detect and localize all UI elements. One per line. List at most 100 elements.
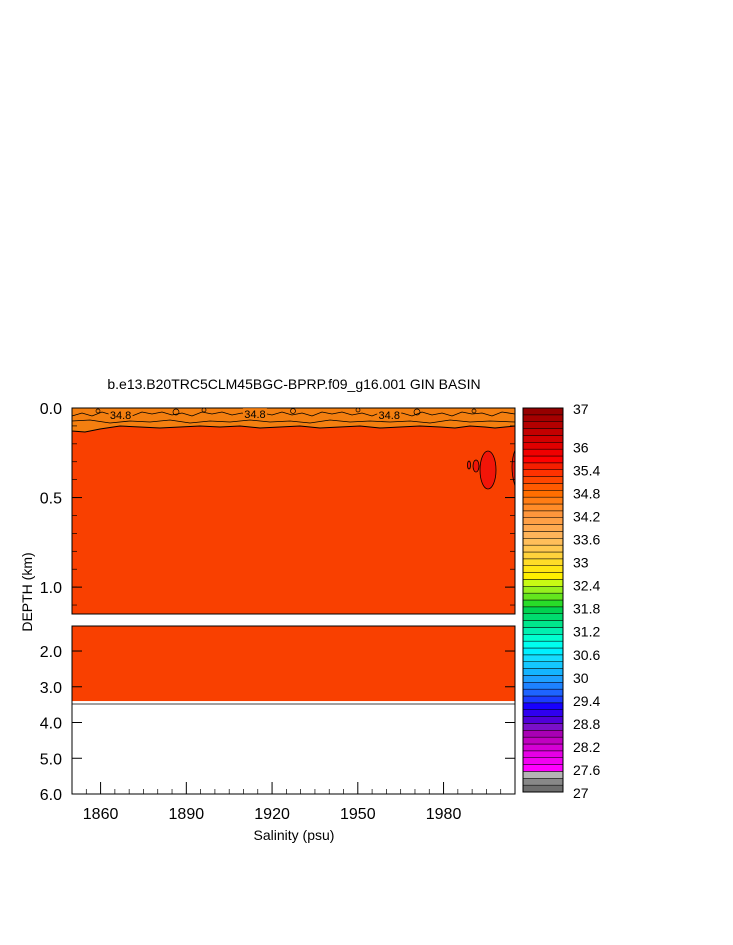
colorbar-box (522, 538, 564, 546)
colorbar-label: 32.4 (573, 578, 600, 594)
colorbar-box (522, 709, 564, 717)
colorbar-label: 34.8 (573, 485, 600, 501)
colorbar-box (522, 476, 564, 484)
x-axis-label: Salinity (psu) (254, 827, 335, 843)
colorbar-box (522, 757, 564, 765)
colorbar-box (522, 764, 564, 772)
colorbar-box (522, 510, 564, 518)
y-tick-label: 1.0 (40, 580, 62, 597)
colorbar-box (522, 579, 564, 587)
colorbar-box (522, 558, 564, 566)
colorbar-box (522, 784, 564, 793)
contour-label-bg (377, 409, 402, 421)
colorbar-box (522, 483, 564, 491)
colorbar-box (522, 414, 564, 422)
y-tick-label: 3.0 (40, 680, 62, 697)
colorbar-box (522, 599, 564, 608)
upper-panel: 34.8 34.8 34.8 0.0 0.5 1.0 (40, 401, 516, 615)
colorbar-box (522, 531, 564, 539)
colorbar-box (522, 455, 564, 464)
colorbar-box (522, 490, 564, 498)
colorbar-box (522, 778, 564, 786)
contour-line (71, 411, 516, 417)
colorbar-box (522, 634, 564, 642)
x-tick-label: 1950 (340, 806, 376, 823)
contour-wiggles (95, 407, 477, 416)
high-salinity-anomaly (467, 449, 516, 490)
colorbar-label: 27.6 (573, 762, 600, 778)
colorbar-box (522, 517, 564, 525)
colorbar-label: 37 (573, 401, 589, 417)
colorbar-box (522, 586, 564, 594)
colorbar-box (522, 675, 564, 683)
contour-label: 34.8 (379, 410, 400, 422)
colorbar-box (522, 668, 564, 676)
colorbar-frame (522, 407, 564, 793)
colorbar-box (522, 682, 564, 690)
colorbar-box (522, 407, 564, 416)
colorbar-box (522, 448, 564, 457)
colorbar-label: 35.4 (573, 462, 600, 478)
colorbar-label: 30.6 (573, 647, 600, 663)
x-tick-label: 1860 (83, 806, 119, 823)
colorbar-label: 33.6 (573, 532, 600, 548)
x-tick-label: 1890 (169, 806, 205, 823)
x-tick-label: 1920 (254, 806, 290, 823)
colorbar-label: 36 (573, 439, 589, 455)
colorbar-box (522, 736, 564, 745)
colorbar-box (522, 469, 564, 477)
colorbar-label: 34.2 (573, 509, 600, 525)
colorbar-box (522, 647, 564, 656)
colorbar-box (522, 503, 564, 512)
colorbar-box (522, 572, 564, 580)
colorbar-box (522, 771, 564, 779)
colorbar-box (522, 688, 564, 697)
x-tick-label: 1980 (426, 806, 462, 823)
lower-panel: 2.0 3.0 4.0 5.0 6.0 1860 1890 1920 1950 1980 (40, 625, 516, 823)
colorbar-box (522, 428, 564, 436)
lower-frame (71, 625, 516, 795)
colorbar-box (522, 613, 564, 621)
colorbar-box (522, 627, 564, 635)
colorbar-box (522, 462, 564, 470)
y-tick-label: 0.5 (40, 491, 62, 508)
y-tick-label: 2.0 (40, 644, 62, 661)
colorbar-box (522, 592, 564, 601)
colorbar-box (522, 435, 564, 443)
colorbar-box (522, 442, 564, 450)
colorbar-label: 30 (573, 670, 589, 686)
colorbar-label: 33 (573, 555, 589, 571)
upper-field (72, 408, 515, 614)
colorbar: 37 36 35.4 34.8 34.2 33.6 33 32.4 31.8 31.2 30.6 30… (522, 401, 600, 801)
y-tick-label: 0.0 (40, 401, 62, 418)
colorbar-box (522, 730, 564, 738)
colorbar-box (522, 421, 564, 429)
colorbar-box (522, 702, 564, 710)
colorbar-box (522, 661, 564, 669)
colorbar-box (522, 716, 564, 724)
lower-field (72, 626, 515, 702)
colorbar-box (522, 695, 564, 704)
upper-frame (71, 407, 516, 615)
contour-label: 34.8 (244, 409, 265, 421)
colorbar-box (522, 743, 564, 752)
colorbar-label: 31.8 (573, 601, 600, 617)
colorbar-label: 27 (573, 785, 589, 801)
colorbar-box (522, 620, 564, 628)
colorbar-box (522, 565, 564, 573)
colorbar-box (522, 606, 564, 614)
contour-label-bg (108, 409, 133, 421)
y-tick-label: 4.0 (40, 716, 62, 733)
y-tick-label: 5.0 (40, 751, 62, 768)
colorbar-label: 28.2 (573, 739, 600, 755)
colorbar-box (522, 544, 564, 553)
colorbar-label: 29.4 (573, 693, 600, 709)
colorbar-box (522, 496, 564, 505)
colorbar-label: 31.2 (573, 624, 600, 640)
contour-line (71, 419, 516, 424)
colorbar-label: 28.8 (573, 716, 600, 732)
contour-label-bg (242, 408, 267, 420)
y-tick-label: 6.0 (40, 787, 62, 804)
colorbar-box (522, 551, 564, 560)
